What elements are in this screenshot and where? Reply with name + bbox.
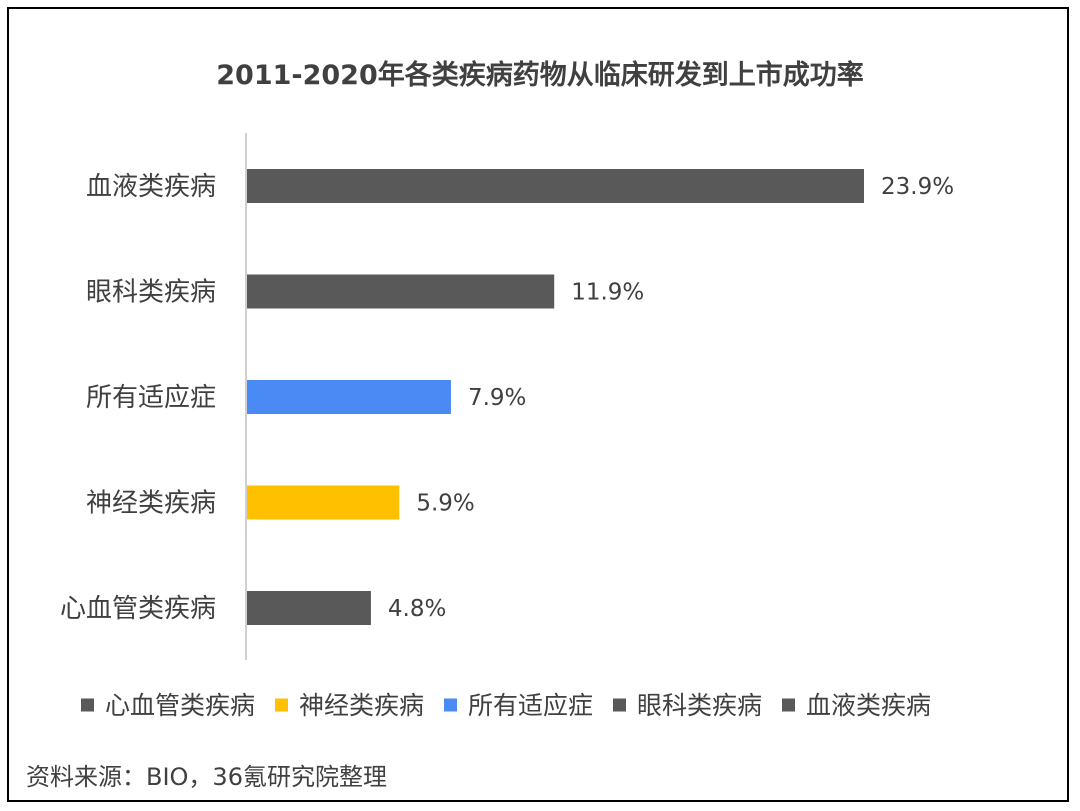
bar [247, 485, 400, 520]
value-label: 4.8% [388, 596, 446, 622]
legend-label: 所有适应症 [468, 691, 593, 720]
legend-label: 眼科类疾病 [637, 691, 762, 720]
chart-frame [7, 7, 1069, 802]
legend-label: 神经类疾病 [299, 691, 424, 720]
value-label: 7.9% [468, 385, 526, 411]
legend-marker [782, 698, 795, 712]
value-label: 11.9% [571, 280, 644, 306]
chart-title: 2011-2020年各类疾病药物从临床研发到上市成功率 [216, 59, 864, 91]
bar [247, 274, 555, 309]
category-label: 神经类疾病 [86, 489, 216, 519]
bar [247, 169, 864, 203]
bar [247, 591, 371, 625]
category-label: 心血管类疾病 [60, 594, 216, 624]
value-label: 5.9% [416, 491, 474, 517]
legend-marker [275, 698, 288, 712]
legend-marker [444, 698, 457, 712]
legend-marker [81, 698, 94, 712]
category-label: 血液类疾病 [86, 172, 216, 202]
legend-label: 心血管类疾病 [105, 691, 255, 720]
value-label: 23.9% [881, 174, 954, 200]
legend-label: 血液类疾病 [806, 691, 931, 720]
bars-group: 血液类疾病 23.9% 眼科类疾病 11.9% 所有适应症 7.9% 神经类疾病 5.9% 心血… [60, 169, 954, 625]
source-note: 资料来源：BIO，36氪研究院整理 [26, 763, 387, 791]
bar [247, 380, 451, 414]
category-label: 眼科类疾病 [86, 278, 216, 308]
legend: 心血管类疾病 神经类疾病 所有适应症 眼科类疾病 血液类疾病 [81, 691, 931, 720]
legend-marker [613, 698, 626, 712]
category-label: 所有适应症 [86, 383, 216, 413]
